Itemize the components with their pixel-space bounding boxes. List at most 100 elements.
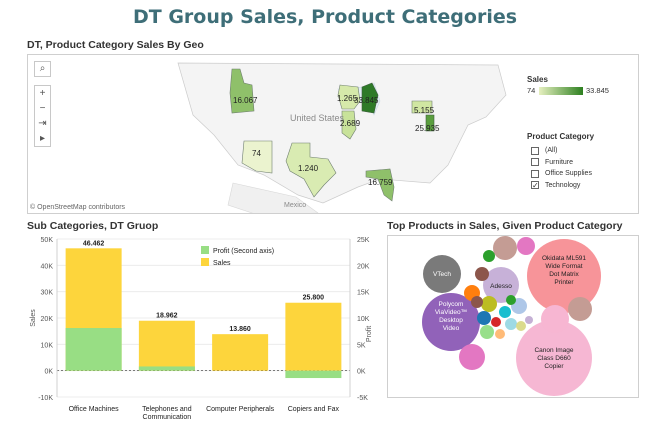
legend-swatch: [201, 246, 209, 254]
label-united-states: United States: [290, 113, 345, 123]
product-bubble-label: Okidata ML591: [542, 255, 586, 262]
product-bubble-small: [495, 329, 505, 339]
product-bubble-label: Printer: [554, 279, 574, 286]
y2-tick-label: 10K: [357, 316, 370, 323]
state-arizona[interactable]: [241, 140, 273, 174]
product-bubble-small: [568, 297, 592, 321]
state-idaho[interactable]: [229, 68, 255, 114]
profit-bar: [285, 370, 342, 379]
product-bubble: [483, 267, 519, 303]
y-tick-label: 40K: [41, 263, 54, 270]
product-bubble-small: [483, 250, 495, 262]
sales-data-label: 13.860: [229, 326, 251, 333]
product-bubble-small: [475, 267, 489, 281]
label-mexico: Mexico: [284, 202, 307, 209]
product-bubble-label: Video: [443, 325, 460, 332]
product-bubble-small: [471, 296, 483, 308]
category-tick-label: Copiers and Fax: [288, 406, 340, 413]
sales-data-label: 18.962: [156, 313, 178, 320]
filter-option-furniture[interactable]: Furniture: [531, 157, 637, 169]
state-florida[interactable]: [365, 168, 395, 202]
category-tick-label: Office Machines: [69, 406, 120, 413]
product-bubble: [516, 320, 592, 396]
sales-bar: [285, 302, 342, 371]
filter-label: (All): [545, 147, 558, 155]
product-bubble-small: [459, 344, 485, 370]
product-bubble-label: Dot Matrix: [549, 271, 579, 278]
product-bubble-small: [505, 318, 517, 330]
sales-bar: [138, 320, 195, 371]
category-tick-label: Computer Peripherals: [206, 406, 275, 413]
subcategory-section-title: Sub Categories, DT Gruop: [27, 220, 159, 232]
y-tick-label: 30K: [41, 290, 54, 297]
map-zoom-controls[interactable]: + − ⇥ ▸: [34, 85, 51, 147]
product-bubble-small: [480, 325, 494, 339]
filter-option-office-supplies[interactable]: Office Supplies: [531, 168, 637, 180]
sales-data-label: 46.462: [83, 240, 105, 247]
us-map[interactable]: [28, 55, 639, 214]
category-filter-title: Product Category: [527, 132, 595, 141]
state-wisconsin[interactable]: [337, 84, 361, 110]
product-bubble-label: Adesso: [490, 283, 512, 290]
product-bubble-label: Desktop: [439, 317, 463, 324]
state-delaware[interactable]: [425, 114, 435, 132]
map-section-title: DT, Product Category Sales By Geo: [27, 39, 204, 51]
state-value-label: 16.759: [368, 178, 393, 187]
state-pennsylvania[interactable]: [411, 100, 433, 114]
pin-icon[interactable]: ⇥: [38, 118, 47, 129]
state-value-label: 2.689: [340, 119, 361, 128]
y2-tick-label: -5K: [357, 395, 368, 402]
product-bubble-small: [491, 317, 501, 327]
top-products-panel[interactable]: Okidata ML591 Wide Format Dot Matrix Printe…: [387, 235, 639, 398]
checkbox[interactable]: [531, 146, 539, 155]
subcategory-chart: 50K 40K 30K 20K 10K 0K -10K 25K 20K 15K 10K 5K 0K -5K…: [27, 230, 377, 438]
play-icon[interactable]: ▸: [39, 133, 46, 144]
legend-label: Sales: [213, 260, 231, 267]
state-value-label: 25.935: [415, 124, 440, 133]
y-tick-label: 0K: [44, 369, 53, 376]
category-tick-label: Communication: [143, 414, 192, 421]
sales-legend-min: 74: [527, 86, 536, 95]
top-products-section-title: Top Products in Sales, Given Product Cat…: [387, 220, 623, 232]
product-bubble-small: [517, 237, 535, 255]
state-value-label: 33.845: [354, 96, 379, 105]
filter-option-all[interactable]: (All): [531, 145, 637, 157]
y-tick-label: 20K: [41, 316, 54, 323]
sales-legend-max: 33.845: [586, 86, 609, 95]
checkbox[interactable]: [531, 158, 539, 167]
zoom-out-icon[interactable]: −: [39, 103, 46, 114]
filter-label: Technology: [545, 181, 581, 189]
state-texas[interactable]: [285, 142, 337, 198]
state-value-label: 74: [252, 149, 261, 158]
sales-legend-title: Sales: [527, 75, 548, 84]
filter-option-technology[interactable]: ✓ Technology: [531, 180, 637, 192]
y2-tick-label: 0K: [357, 369, 366, 376]
zoom-in-icon[interactable]: +: [39, 88, 46, 99]
checkbox-checked[interactable]: ✓: [531, 181, 539, 191]
map-panel[interactable]: ⌕ + − ⇥ ▸ United States Mexico 16.067 74…: [27, 54, 639, 214]
state-michigan[interactable]: [361, 82, 379, 114]
sales-data-label: 25.800: [303, 295, 325, 302]
map-search-button[interactable]: ⌕: [34, 61, 51, 77]
product-bubble-label: ViaVideo™: [435, 309, 467, 316]
product-bubble-small: [516, 321, 526, 331]
product-bubble-small: [477, 311, 491, 325]
search-icon: ⌕: [39, 63, 46, 74]
y-tick-label: 50K: [41, 237, 54, 244]
product-bubble: [527, 239, 601, 313]
product-bubble-small: [493, 236, 517, 260]
legend-label: Profit (Second axis): [213, 248, 274, 255]
state-value-label: 16.067: [233, 96, 258, 105]
y2-axis-title: Profit: [366, 326, 373, 342]
map-credit: © OpenStreetMap contributors: [30, 204, 126, 211]
dashboard-title: DT Group Sales, Product Categories: [132, 6, 518, 28]
state-value-label: 1.265: [337, 94, 358, 103]
checkbox[interactable]: [531, 169, 539, 178]
state-illinois[interactable]: [341, 110, 357, 140]
product-bubble: [423, 255, 461, 293]
profit-bar: [138, 366, 195, 371]
filter-label: Furniture: [545, 158, 574, 166]
category-tick-label: Telephones and: [142, 406, 192, 413]
product-bubble-small: [481, 296, 497, 312]
